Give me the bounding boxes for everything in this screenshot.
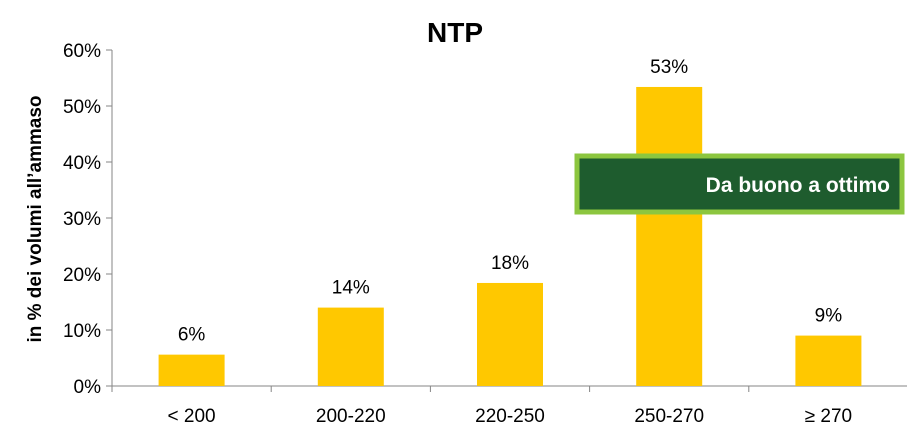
y-tick-label: 60% [63,41,101,62]
data-label: 6% [178,325,206,346]
x-tick-label: 200-220 [316,406,386,427]
y-tick-label: 50% [63,97,101,118]
callout-annotation: Da buono a ottimo [574,153,905,215]
y-tick-label: 20% [63,265,101,286]
y-axis: 0% 10% 20% 30% 40% 50% 60% [63,41,113,398]
data-label: 18% [491,253,529,274]
callout-box [574,153,905,215]
x-tick-label: < 200 [168,406,216,427]
y-axis-label: in % dei volumi all’ammaso [25,95,46,342]
y-tick-label: 10% [63,321,101,342]
bar [477,282,543,386]
bar [636,86,703,387]
y-tick-label: 0% [74,377,102,398]
bar [795,335,862,386]
bar-series [158,86,862,387]
x-tick-label: 250-270 [634,406,704,427]
data-label: 53% [650,57,688,78]
bar [317,307,384,386]
bar [158,354,225,386]
chart-title: NTP [427,17,483,48]
x-tick-label: 220-250 [475,406,545,427]
data-label: 14% [332,278,370,299]
y-tick-label: 30% [63,209,101,230]
x-axis: < 200 200-220 220-250 250-270 ≥ 270 [111,385,907,427]
y-tick-label: 40% [63,153,101,174]
x-tick-label: ≥ 270 [805,406,852,427]
data-labels: 6% 14% 18% 53% 9% [178,57,842,346]
data-label: 9% [815,306,843,327]
callout-text: Da buono a ottimo [706,174,890,197]
